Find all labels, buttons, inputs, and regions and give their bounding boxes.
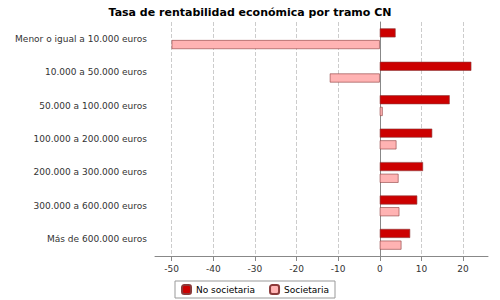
svg-text:-20: -20 (289, 264, 304, 274)
svg-text:10: 10 (416, 264, 428, 274)
svg-text:Más de 600.000 euros: Más de 600.000 euros (47, 234, 147, 244)
svg-text:No societaria: No societaria (196, 285, 255, 295)
svg-text:Societaria: Societaria (284, 285, 329, 295)
svg-text:Menor o igual a 10.000 euros: Menor o igual a 10.000 euros (15, 34, 147, 44)
svg-text:-50: -50 (164, 264, 179, 274)
svg-text:Tasa de rentabilidad económica: Tasa de rentabilidad económica por tramo… (109, 6, 392, 19)
svg-text:-10: -10 (331, 264, 346, 274)
svg-text:10.000 a 50.000 euros: 10.000 a 50.000 euros (45, 67, 147, 77)
svg-text:20: 20 (457, 264, 469, 274)
svg-text:0: 0 (377, 264, 383, 274)
svg-text:-30: -30 (248, 264, 263, 274)
svg-text:-40: -40 (206, 264, 221, 274)
svg-text:100.000 a 200.000 euros: 100.000 a 200.000 euros (34, 134, 148, 144)
svg-text:50.000 a 100.000 euros: 50.000 a 100.000 euros (39, 101, 147, 111)
svg-text:200.000 a 300.000 euros: 200.000 a 300.000 euros (34, 167, 148, 177)
svg-text:300.000 a 600.000 euros: 300.000 a 600.000 euros (34, 201, 148, 211)
